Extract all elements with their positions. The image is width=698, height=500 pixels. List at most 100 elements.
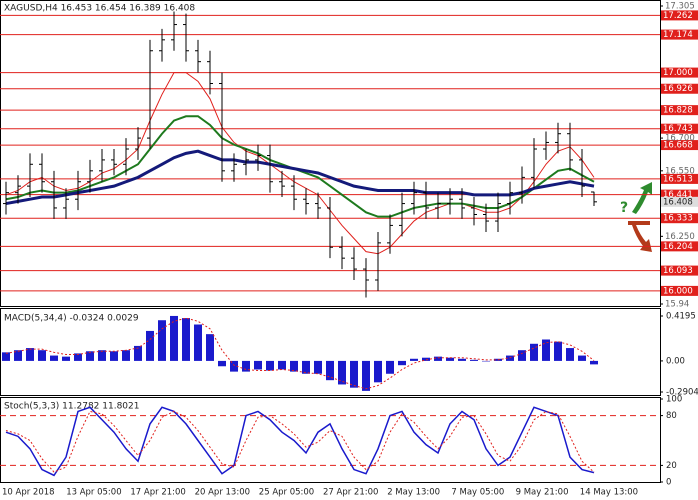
macd-bar — [194, 324, 202, 361]
macd-bar — [314, 360, 322, 374]
level-label: 16.204 — [663, 242, 693, 252]
ohlc-bar — [327, 197, 333, 259]
ohlc-bar — [183, 13, 189, 62]
macd-bar — [182, 318, 190, 361]
ohlc-bar — [495, 192, 501, 232]
macd-bar — [566, 348, 574, 361]
level-label-bg — [661, 213, 698, 224]
ohlc-bar — [351, 247, 357, 280]
ohlc-bar — [279, 170, 285, 198]
macd-bar — [518, 350, 526, 361]
level-label-bg — [661, 123, 698, 134]
x-tick-label: 2 May 13:00 — [387, 488, 440, 498]
ohlc-bar — [75, 170, 81, 211]
level-label-bg — [661, 173, 698, 184]
ohlc-bar — [219, 72, 225, 182]
level-label-bg — [661, 67, 698, 78]
question-mark: ? — [620, 200, 628, 216]
ohlc-bar — [99, 148, 105, 182]
macd-bar — [410, 358, 418, 361]
level-label: 16.743 — [663, 124, 693, 134]
macd-bar — [458, 358, 466, 361]
ohlc-bar — [543, 131, 549, 160]
forecast-arrows: ? — [620, 182, 652, 252]
ohlc-bar — [471, 197, 477, 226]
stoch-panel — [0, 397, 661, 483]
level-label-bg — [661, 105, 698, 116]
macd-bar — [542, 339, 550, 361]
x-tick-label: 25 Apr 05:00 — [259, 488, 314, 498]
level-label: 17.000 — [663, 68, 693, 78]
macd-bar — [530, 343, 538, 361]
moving-average — [5, 149, 595, 206]
moving-average — [5, 72, 595, 255]
y-tick-label: 80 — [666, 411, 677, 421]
ohlc-bar — [255, 144, 261, 171]
y-tick-label: 15.94 — [665, 300, 689, 310]
ohlc-bar — [579, 148, 585, 198]
ohlc-bar — [123, 138, 129, 176]
macd-bar — [74, 353, 82, 361]
x-tick-label: 17 Apr 21:00 — [130, 488, 185, 498]
level-label-bg — [661, 265, 698, 276]
x-tick-label: 10 Apr 2018 — [2, 488, 55, 498]
level-label: 16.513 — [663, 174, 693, 184]
level-label-bg — [661, 10, 698, 21]
level-label-bg — [661, 189, 698, 200]
ohlc-bar — [459, 188, 465, 219]
macd-bar — [134, 345, 142, 361]
ohlc-bar — [507, 181, 513, 215]
y-tick-label: -0.2904 — [666, 388, 698, 398]
macd-bar — [218, 360, 226, 367]
macd-bar — [206, 334, 214, 361]
y-tick-label: 16.700 — [665, 134, 695, 144]
chart-title: XAGUSD,H4 16.453 16.454 16.389 16.408 — [4, 4, 195, 14]
ohlc-bar — [339, 236, 345, 270]
level-label: 16.926 — [663, 84, 693, 94]
ohlc-bar — [195, 39, 201, 73]
macd-bar — [146, 330, 154, 361]
level-label: 17.174 — [663, 30, 693, 40]
level-label-bg — [661, 29, 698, 40]
y-tick-label: 17.305 — [665, 2, 695, 12]
ohlc-bar — [423, 181, 429, 219]
macd-bar — [230, 360, 238, 372]
macd-bar — [158, 320, 166, 361]
ohlc-bar — [27, 153, 33, 198]
y-tick-label: 0.00 — [666, 356, 685, 366]
x-tick-label: 20 Apr 13:00 — [195, 488, 250, 498]
ohlc-bar — [447, 188, 453, 215]
macd-bar — [470, 359, 478, 361]
stoch-line — [5, 410, 595, 473]
x-tick-label: 7 May 05:00 — [451, 488, 504, 498]
macd-bar — [50, 355, 58, 361]
macd-bar — [374, 360, 382, 383]
macd-bar — [422, 357, 430, 361]
moving-average — [5, 115, 595, 218]
macd-bar — [590, 360, 598, 365]
macd-bar — [482, 360, 490, 362]
ohlc-bar — [267, 144, 273, 193]
x-tick-label: 27 Apr 21:00 — [323, 488, 378, 498]
ohlc-bar — [63, 188, 69, 219]
macd-bar — [2, 352, 10, 361]
ohlc-bar — [159, 28, 165, 62]
macd-bar — [14, 350, 22, 361]
y-tick-label: 16.550 — [665, 166, 695, 176]
x-tick-label: 13 Apr 05:00 — [66, 488, 121, 498]
level-label-bg — [661, 285, 698, 296]
ohlc-bar — [363, 258, 369, 298]
macd-bar — [98, 350, 106, 361]
ohlc-bar — [15, 175, 21, 204]
ohlc-bar — [555, 122, 561, 154]
y-tick-label: 100 — [666, 395, 682, 405]
macd-bar — [62, 356, 70, 361]
ohlc-bar — [375, 231, 381, 291]
x-tick-label: 14 May 13:00 — [580, 488, 638, 498]
macd-bar — [434, 356, 442, 361]
macd-bar — [266, 360, 274, 371]
ohlc-bar — [231, 153, 237, 182]
ohlc-bar — [207, 50, 213, 95]
level-label: 16.093 — [663, 266, 693, 276]
